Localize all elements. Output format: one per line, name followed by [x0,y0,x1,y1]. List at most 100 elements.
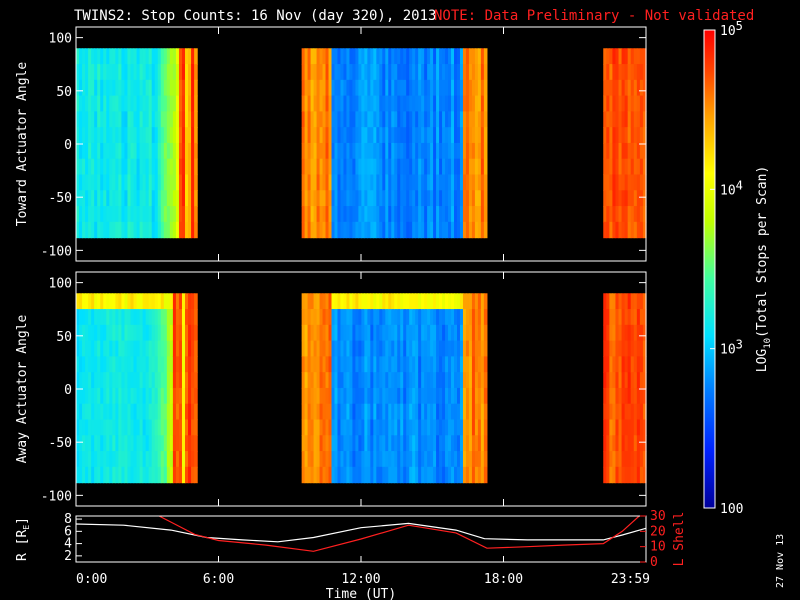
heatmap-cell [442,340,446,357]
heatmap-cell [85,419,89,436]
heatmap-cell [361,64,365,81]
heatmap-cell [76,372,80,389]
heatmap-cell [379,340,383,357]
heatmap-cell [103,127,107,144]
heatmap-cell [106,190,110,207]
heatmap-cell [169,435,174,452]
heatmap-cell [451,174,455,191]
heatmap-cell [91,127,95,144]
heatmap-cell [349,435,354,452]
heatmap-cell [627,403,632,421]
heatmap-cell [112,309,116,326]
heatmap-cell [606,48,610,65]
heatmap-cell [307,127,312,144]
heatmap-cell [385,403,389,421]
heatmap-cell [636,435,641,452]
heatmap-cell [609,221,614,239]
heatmap-cell [185,190,189,207]
heatmap-cell [191,221,195,239]
heatmap-cell [340,190,345,207]
heatmap-cell [331,324,336,342]
heatmap-cell [385,206,389,223]
heatmap-cell [624,466,629,484]
heatmap-cell [391,451,395,468]
heatmap-cell [394,174,398,191]
heatmap-cell [430,190,434,207]
heatmap-cell [465,127,470,144]
heatmap-cell [82,127,86,144]
y-tick-label: -100 [41,244,72,259]
heatmap-cell [439,158,443,176]
heatmap-cell [112,142,116,160]
heatmap-cell [340,387,345,405]
heatmap-cell [603,111,607,128]
heatmap-cell [445,79,449,97]
heatmap-cell [403,387,407,405]
heatmap-cell [301,206,306,223]
heatmap-cell [397,174,401,191]
heatmap-cell [400,48,404,65]
heatmap-cell [483,221,488,239]
heatmap-cell [88,435,92,452]
heatmap-cell [316,340,321,357]
heatmap-cell [100,309,104,326]
heatmap-cell [97,48,101,65]
heatmap-cell [379,451,383,468]
heatmap-cell [181,293,186,310]
heatmap-cell [630,466,635,484]
heatmap-cell [340,466,345,484]
heatmap-cell [376,293,380,310]
heatmap-cell [109,174,113,191]
heatmap-cell [627,451,632,468]
heatmap-cell [103,174,107,191]
heatmap-cell [178,309,183,326]
heatmap-cell [127,206,132,223]
heatmap-cell [103,419,107,436]
heatmap-cell [630,127,635,144]
heatmap-cell [418,221,422,239]
heatmap-cell [160,206,165,223]
heatmap-cell [612,111,617,128]
heatmap-cell [160,142,165,160]
heatmap-cell [630,293,635,310]
heatmap-cell [483,451,488,468]
heatmap-cell [340,95,345,112]
heatmap-cell [400,111,404,128]
heatmap-cell [388,79,392,97]
heatmap-cell [477,190,482,207]
heatmap-cell [465,387,470,405]
heatmap-cell [397,221,401,239]
heatmap-cell [94,127,98,144]
heatmap-cell [364,158,368,176]
heatmap-cell [480,142,485,160]
heatmap-cell [85,340,89,357]
heatmap-cell [331,111,336,128]
heatmap-cell [474,387,479,405]
heatmap-cell [175,403,180,421]
heatmap-cell [106,64,110,81]
heatmap-cell [376,403,380,421]
heatmap-cell [194,435,198,452]
heatmap-cell [97,64,101,81]
heatmap-cell [379,158,383,176]
heatmap-cell [427,95,431,112]
heatmap-cell [615,466,620,484]
heatmap-cell [94,221,98,239]
heatmap-cell [409,190,413,207]
heatmap-cell [340,324,345,342]
heatmap-cell [337,221,342,239]
heatmap-cell [85,174,89,191]
heatmap-cell [442,309,446,326]
heatmap-cell [445,356,449,373]
heatmap-cell [483,324,488,342]
heatmap-cell [358,435,362,452]
heatmap-cell [142,158,147,176]
heatmap-cell [157,142,162,160]
heatmap-cell [606,309,610,326]
heatmap-cell [412,206,416,223]
heatmap-cell [304,142,309,160]
heatmap-cell [373,419,377,436]
heatmap-cell [457,174,461,191]
heatmap-cell [127,127,132,144]
heatmap-cell [166,340,171,357]
